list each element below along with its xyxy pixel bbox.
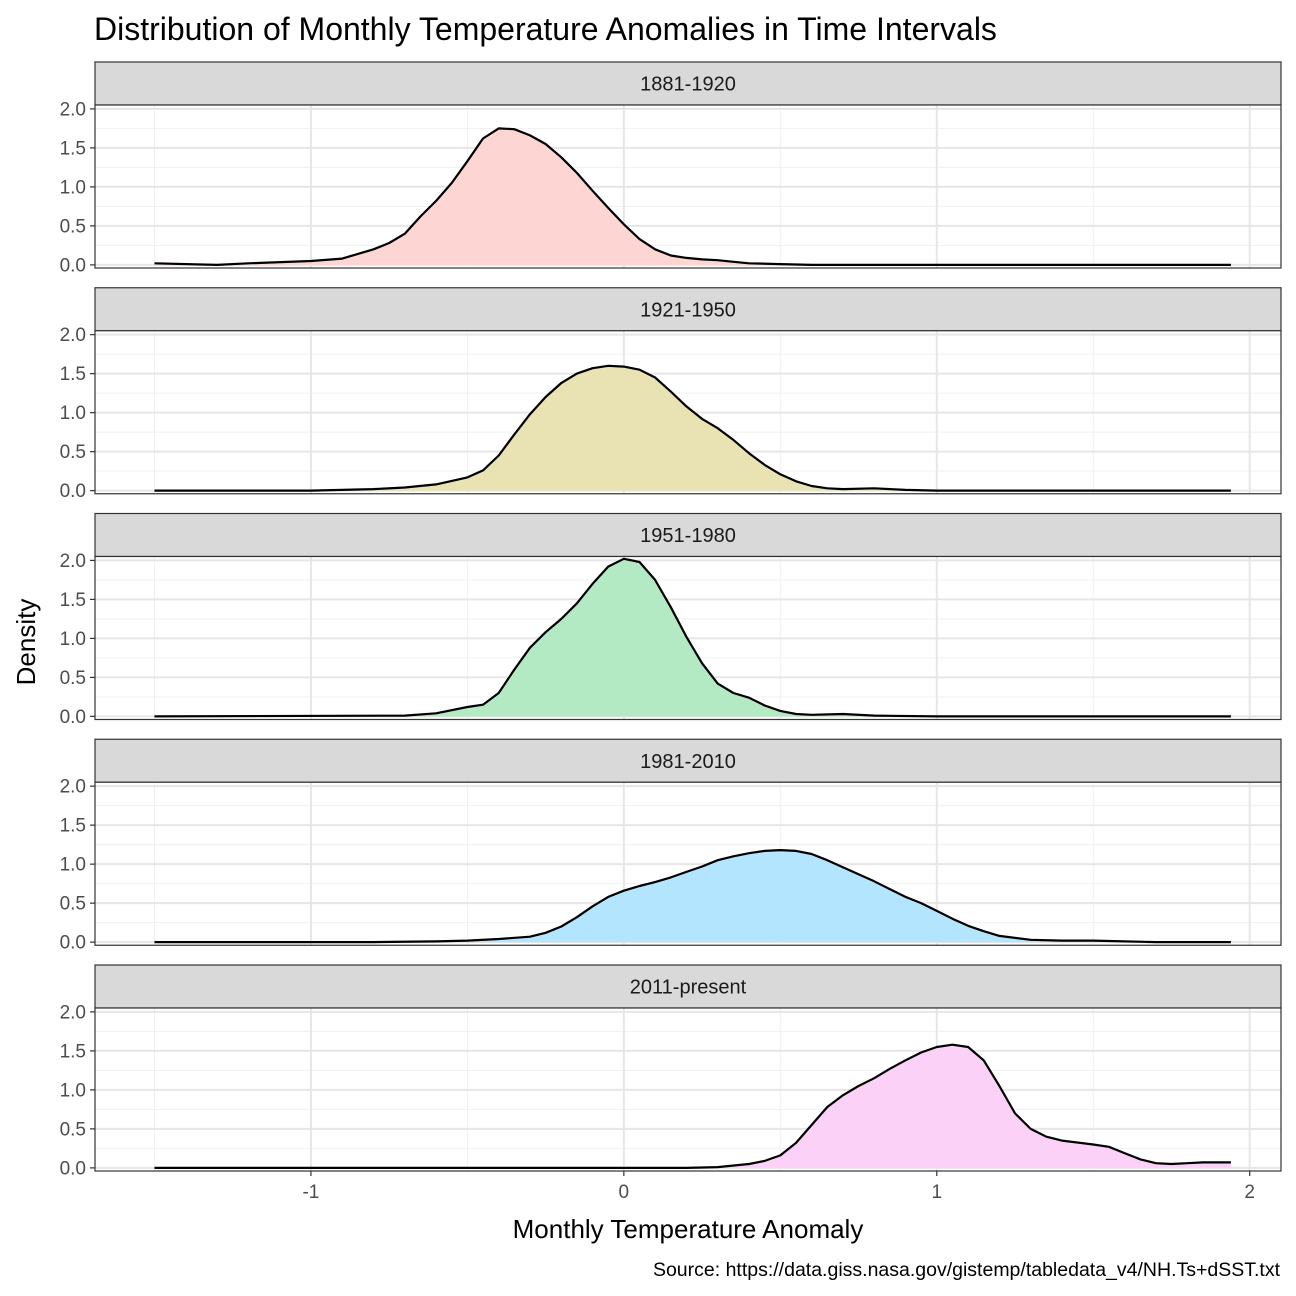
x-tick-label: 2 bbox=[1244, 1182, 1255, 1203]
density-line-1981-2010 bbox=[154, 849, 1231, 944]
x-tick-label: -1 bbox=[302, 1182, 319, 1203]
y-tick-label: 1.5 bbox=[60, 816, 86, 837]
y-tick-label: 0.0 bbox=[60, 707, 86, 728]
y-tick-label: 2.0 bbox=[60, 99, 86, 120]
y-tick-label: 1.0 bbox=[60, 1080, 86, 1101]
y-axis-title: Density bbox=[11, 599, 41, 686]
facet-2011-present: 2011-present 0.0 0.5 1.0 1.5 2.0 bbox=[60, 964, 1282, 1179]
y-tick-label: 0.5 bbox=[60, 894, 86, 915]
facet-strip bbox=[94, 738, 1282, 783]
y-tick-label: 0.5 bbox=[60, 668, 86, 689]
facet-strip-label: 2011-present bbox=[630, 977, 747, 999]
y-tick-label: 2.0 bbox=[60, 551, 86, 572]
density-line-2011-present bbox=[154, 1043, 1231, 1169]
facet-strip-label: 1981-2010 bbox=[640, 751, 736, 773]
y-tick-label: 0.0 bbox=[60, 1158, 86, 1179]
facet-strip bbox=[94, 287, 1282, 332]
facet-panels: 1881-19200.00.51.01.52.01921-19500.00.51… bbox=[60, 61, 1282, 1179]
facet-strip bbox=[94, 61, 1282, 106]
y-tick-label: 1.0 bbox=[60, 177, 86, 198]
facet-strip bbox=[94, 964, 1282, 1009]
y-tick-label: 1.0 bbox=[60, 855, 86, 876]
y-tick-label: 1.0 bbox=[60, 403, 86, 424]
source-caption: Source: https://data.giss.nasa.gov/giste… bbox=[653, 1259, 1281, 1281]
x-tick-label: 0 bbox=[619, 1182, 630, 1203]
y-tick-label: 0.5 bbox=[60, 1119, 86, 1140]
density-area-2011-present bbox=[154, 1044, 1231, 1168]
y-tick-label: 0.0 bbox=[60, 255, 86, 276]
y-tick-label: 2.0 bbox=[60, 1002, 86, 1023]
density-area-1981-2010 bbox=[154, 850, 1231, 943]
facet-strip-label: 1921-1950 bbox=[640, 299, 736, 321]
y-tick-label: 2.0 bbox=[60, 325, 86, 346]
y-tick-label: 1.5 bbox=[60, 1041, 86, 1062]
density-line-1921-1950 bbox=[154, 364, 1231, 492]
y-tick-label: 1.0 bbox=[60, 629, 86, 650]
density-line-1951-1980 bbox=[154, 557, 1231, 718]
density-area-1921-1950 bbox=[154, 365, 1231, 491]
facet-strip-label: 1951-1980 bbox=[640, 525, 736, 547]
x-tick-label: 1 bbox=[931, 1182, 942, 1203]
y-tick-label: 1.5 bbox=[60, 364, 86, 385]
facet-1921-1950: 1921-1950 0.0 0.5 1.0 1.5 2.0 bbox=[60, 287, 1282, 502]
density-area-1881-1920 bbox=[154, 128, 1231, 265]
density-line-1881-1920 bbox=[154, 127, 1231, 266]
facet-1981-2010: 1981-2010 0.0 0.5 1.0 1.5 2.0 bbox=[60, 738, 1282, 954]
y-tick-label: 2.0 bbox=[60, 777, 86, 798]
y-tick-label: 0.5 bbox=[60, 216, 86, 237]
y-tick-label: 1.5 bbox=[60, 138, 86, 159]
y-tick-label: 0.0 bbox=[60, 933, 86, 954]
x-axis-title: Monthly Temperature Anomaly bbox=[513, 1214, 864, 1244]
density-area-1951-1980 bbox=[154, 558, 1231, 717]
y-tick-label: 0.0 bbox=[60, 481, 86, 502]
facet-1951-1980: 1951-1980 0.0 0.5 1.0 1.5 2.0 bbox=[60, 512, 1282, 728]
facet-1881-1920: 1881-1920 0.0 0.5 1.0 1.5 2.0 bbox=[60, 61, 1282, 276]
chart-title: Distribution of Monthly Temperature Anom… bbox=[94, 11, 997, 47]
y-tick-label: 1.5 bbox=[60, 590, 86, 611]
x-axis: -1 0 1 2 bbox=[302, 1171, 1255, 1203]
facet-strip-label: 1881-1920 bbox=[640, 74, 736, 96]
y-tick-label: 0.5 bbox=[60, 442, 86, 463]
